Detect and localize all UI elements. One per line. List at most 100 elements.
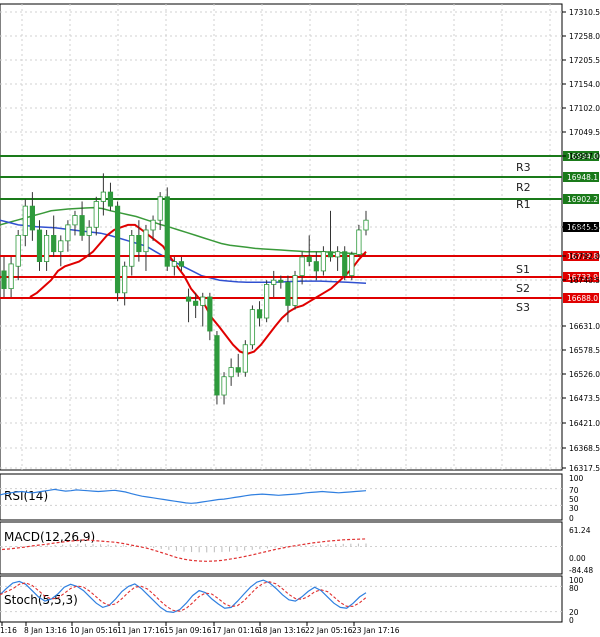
candle-body [349, 253, 355, 276]
candle-body [249, 309, 256, 346]
level-price-label: 16779.8 [567, 252, 598, 261]
candle-body [58, 240, 64, 253]
candle-body [171, 261, 177, 267]
price-tick-label: 16578.5 [569, 346, 600, 355]
candle-body [335, 251, 341, 258]
level-price-label: 16902.2 [567, 195, 598, 204]
level-price-tag [563, 272, 599, 282]
time-tick-label: 17 Jan 01:16 [212, 626, 260, 635]
price-tick-label: 16792.0 [569, 252, 600, 261]
level-price-label: 16733.9 [567, 273, 598, 282]
candle-body [150, 219, 156, 231]
macd-label: MACD(12,26,9) [4, 530, 95, 544]
level-price-label: 16948.1 [567, 173, 598, 182]
price-tick-label: 17049.5 [569, 128, 600, 137]
price-axis: 17310.5 17258.0 17205.5 17154.0 17102.0 17049… [562, 8, 600, 473]
price-tick-label: 17154.0 [569, 80, 600, 89]
macd-panel: MACD(12,26,9) 61.24 0.00 -84.48 [0, 521, 593, 575]
rsi-line [0, 488, 367, 504]
macd-panel-frame [0, 521, 563, 575]
rsi-panel-frame [0, 473, 563, 521]
level-price-tag [563, 222, 599, 232]
price-tick-label: 16473.5 [569, 394, 600, 403]
price-tick-label: 17205.5 [569, 56, 600, 65]
price-tick-label: 17258.0 [569, 32, 600, 41]
level-price-tag [563, 293, 599, 303]
time-tick-label: 18 Jan 13:16 [258, 626, 306, 635]
price-tick-label: 16421.0 [569, 419, 600, 428]
rsi-tick-label: 50 [569, 495, 579, 504]
rsi-tick-label: 30 [569, 504, 579, 513]
candle-body [264, 284, 270, 319]
level-price-tag [563, 194, 599, 204]
stoch-tick-label: 0 [569, 616, 574, 625]
candle-body [86, 226, 92, 236]
level-name-r1: R1 [516, 198, 531, 211]
price-tick-label: 16526.0 [569, 370, 600, 379]
level-price-label: 16845.5 [567, 223, 598, 232]
price-tick-label: 16317.5 [569, 464, 600, 473]
stoch-tick-label: 100 [569, 576, 584, 585]
time-tick-label: 11 Jan 17:16 [117, 626, 165, 635]
time-tick-label: 22 Jan 05:16 [305, 626, 353, 635]
candle-body [79, 215, 85, 236]
stoch-label: Stoch(5,5,3) [4, 593, 78, 607]
candle-body [157, 196, 163, 221]
level-name-s1: S1 [516, 263, 530, 276]
time-tick-label: 1:16 [0, 626, 17, 635]
candle-body [292, 275, 298, 306]
candle-body [129, 235, 135, 267]
candle-body [242, 344, 248, 373]
candle-body [185, 296, 192, 302]
candle-body [122, 265, 128, 294]
time-tick-label: 8 Jan 13:16 [24, 626, 67, 635]
candle-body [200, 296, 206, 306]
price-tick-label: 16631.0 [569, 322, 600, 331]
price-panel: 16994.0 R3 16948.1 R2 16902.2 R1 16845.5 16779.… [0, 3, 600, 473]
candle-body [36, 229, 43, 262]
level-price-tag [563, 172, 599, 182]
candle-body [221, 376, 227, 396]
level-name-s2: S2 [516, 282, 530, 295]
candle-body [107, 191, 114, 207]
candle-body [306, 256, 312, 262]
ma-mid-line [0, 206, 367, 256]
candle-body [143, 229, 149, 253]
candle-body [207, 296, 213, 332]
candle-body [136, 235, 142, 253]
candle-body [100, 191, 106, 202]
candle-body [193, 300, 199, 306]
price-tick-label: 16845.5 [569, 223, 600, 232]
candle-body [29, 205, 35, 231]
time-tick-label: 15 Jan 09:16 [164, 626, 212, 635]
candle-body [51, 235, 57, 253]
candle-body [43, 235, 50, 262]
macd-signal-line [1, 538, 367, 562]
candle-body [235, 367, 241, 373]
price-tick-label: 17310.5 [569, 8, 600, 17]
price-tick-label: 16740.5 [569, 276, 600, 285]
time-tick-label: 23 Jan 17:16 [352, 626, 400, 635]
level-name-r3: R3 [516, 161, 531, 174]
macd-tick-label: -84.48 [569, 566, 593, 575]
candle-body [299, 256, 305, 276]
price-tick-label: 17102.0 [569, 104, 600, 113]
candle-body [342, 251, 348, 276]
rsi-tick-label: 70 [569, 486, 579, 495]
candle-body [356, 229, 362, 255]
candle-body [271, 279, 277, 285]
candle-body [178, 261, 185, 267]
candle-body [65, 224, 71, 242]
stoch-k-line [0, 579, 367, 614]
candle-body [285, 281, 291, 306]
candle-body [1, 270, 7, 290]
candle-body [256, 309, 263, 319]
candle-body [327, 251, 334, 258]
candle-body [22, 205, 28, 236]
price-panel-frame [0, 3, 563, 471]
level-price-tag [563, 151, 599, 161]
candle-body [228, 367, 234, 378]
candle-body [320, 251, 327, 272]
